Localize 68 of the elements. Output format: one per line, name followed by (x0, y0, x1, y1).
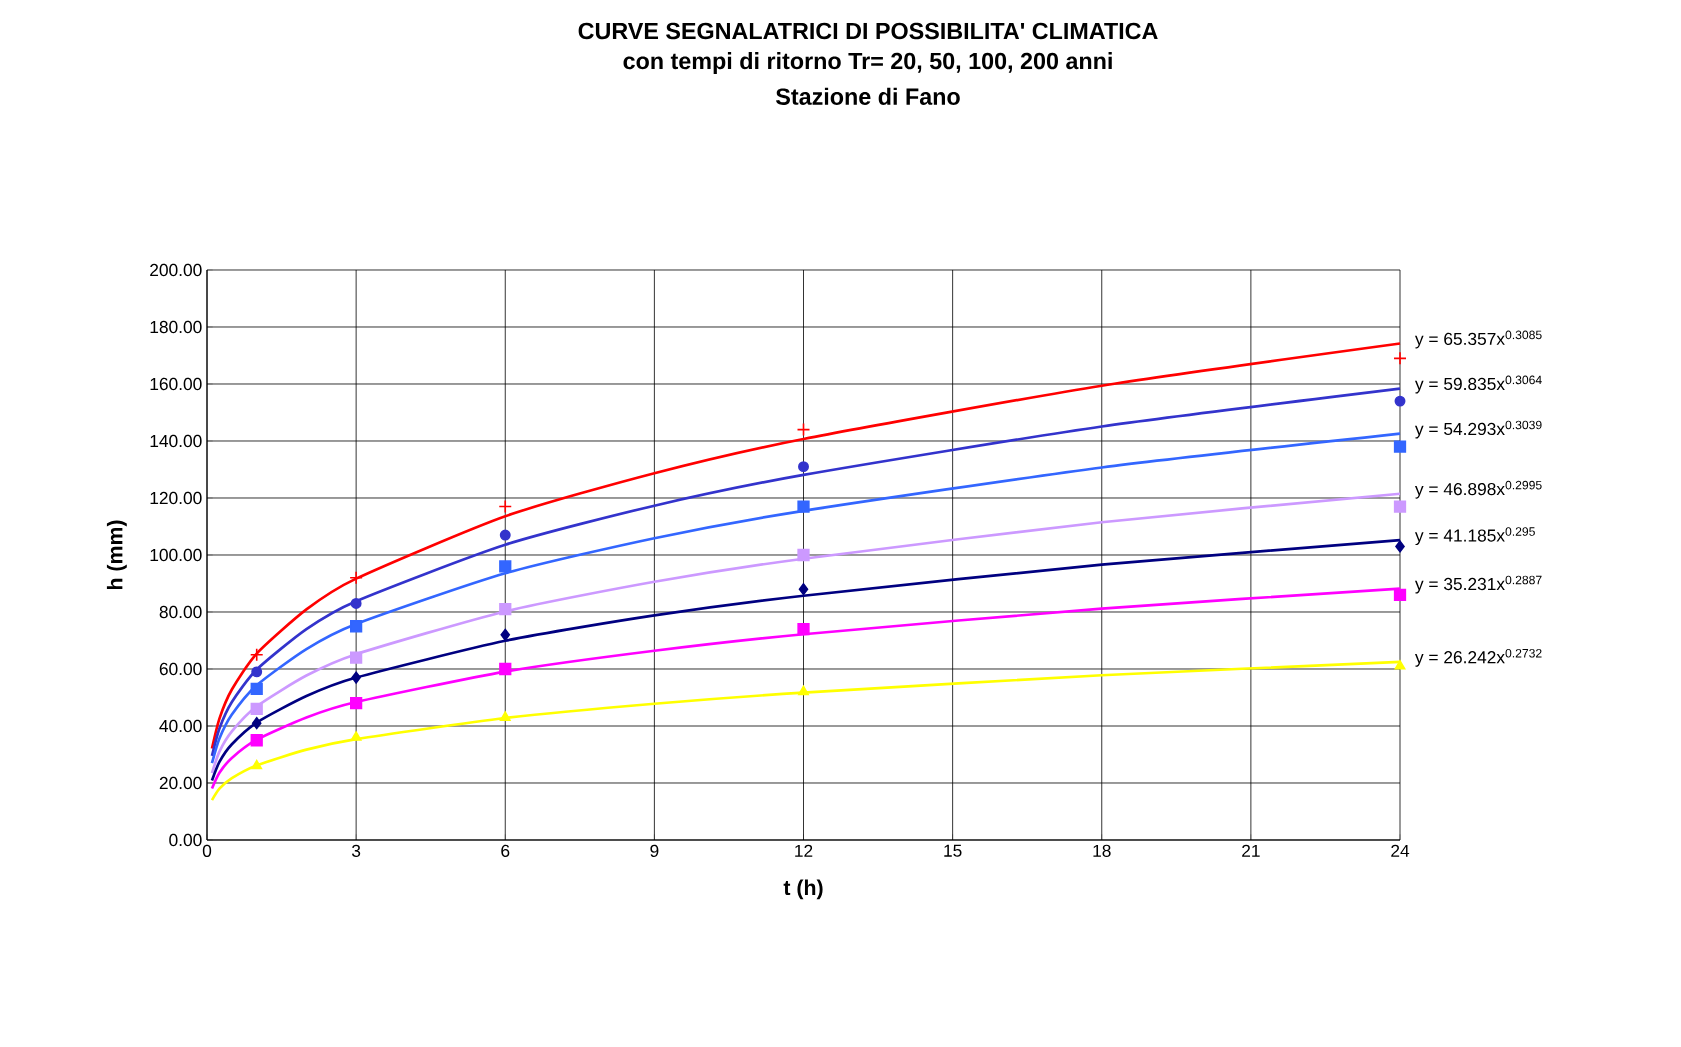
point (499, 529, 511, 541)
text: y = 65.357x$^{0.3085}$ (1414, 330, 1542, 349)
x-tick-label: 21 (1242, 844, 1260, 857)
y-tick-label: 0.00 (169, 833, 202, 847)
text: y = 54.293x$^{0.3039}$ (1414, 420, 1542, 439)
point (350, 620, 363, 633)
chart-title: CURVE SEGNALATRICI DI POSSIBILITA' CLIMATICA (578, 22, 1158, 40)
point (1393, 440, 1407, 453)
point (351, 671, 361, 684)
text: y = 26.242x$^{0.2732}$ (1414, 648, 1542, 667)
point (250, 682, 263, 696)
point (797, 548, 810, 562)
y-tick-label: 120.00 (150, 491, 202, 505)
point (797, 622, 810, 636)
text: y = 41.185x$^{0.295}$ (1414, 527, 1535, 546)
y-axis-title: h (mm) (106, 520, 127, 590)
x-tick-label: 3 (351, 844, 361, 857)
point (499, 560, 512, 573)
text: y = 59.835x$^{0.3064}$ (1414, 375, 1542, 394)
x-tick-label: 18 (1093, 844, 1111, 857)
point (250, 734, 263, 747)
point (350, 597, 362, 609)
y-tick-label: 60.00 (159, 662, 202, 676)
x-tick-label: 24 (1391, 844, 1410, 857)
y-tick-label: 160.00 (150, 377, 202, 391)
text: y = 35.231x$^{0.2887}$ (1414, 575, 1542, 594)
point (1393, 588, 1407, 602)
y-tick-label: 20.00 (159, 776, 202, 790)
point (249, 647, 264, 662)
x-tick-label: 0 (202, 844, 212, 857)
point (1393, 351, 1407, 366)
point (251, 717, 262, 730)
x-tick-label: 12 (795, 844, 813, 857)
point (350, 731, 362, 741)
point (797, 500, 810, 513)
point (498, 499, 513, 514)
point (500, 628, 511, 641)
point (251, 666, 263, 678)
point (1393, 500, 1407, 513)
point (350, 697, 363, 710)
y-tick-label: 180.00 (150, 320, 202, 334)
point (349, 571, 363, 585)
y-tick-label: 200.00 (150, 263, 202, 277)
y-tick-label: 80.00 (159, 605, 202, 619)
y-tick-label: 40.00 (159, 719, 202, 733)
point (798, 461, 809, 473)
x-axis-title: t (h) (783, 879, 823, 900)
x-tick-label: 6 (501, 844, 510, 857)
y-tick-label: 140.00 (150, 434, 202, 448)
point (798, 685, 809, 696)
chart-subtitle: con tempi di ritorno Tr= 20, 50, 100, 200 anni (623, 52, 1112, 74)
point (499, 662, 512, 676)
point (499, 603, 512, 616)
point (1394, 660, 1406, 670)
text: y = 46.898x$^{0.2995}$ (1414, 480, 1542, 499)
x-tick-label: 9 (650, 844, 659, 857)
line-series (210, 492, 1402, 775)
point (350, 651, 363, 664)
point (796, 422, 811, 437)
text: Stazione di Fano (775, 87, 960, 105)
point (1394, 395, 1406, 407)
point (798, 583, 809, 596)
point (251, 759, 263, 770)
y-tick-label: 100.00 (150, 548, 202, 562)
point (499, 711, 511, 721)
point (250, 702, 263, 716)
x-tick-label: 15 (944, 844, 962, 857)
point (1395, 540, 1405, 553)
